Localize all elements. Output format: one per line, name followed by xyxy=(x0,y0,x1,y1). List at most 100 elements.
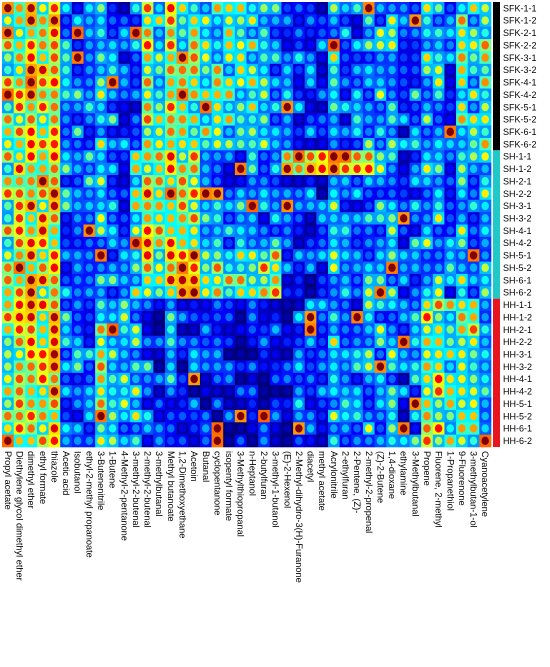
heatmap-peak xyxy=(446,313,454,322)
heatmap-peak xyxy=(423,387,431,396)
heatmap-peak xyxy=(27,3,35,13)
column-label: 3-methylbutanal xyxy=(154,451,164,516)
row-label: SH-4-2 xyxy=(503,238,532,248)
row-label: SFK-3-2 xyxy=(503,65,537,75)
heatmap-peak xyxy=(50,362,59,371)
heatmap-peak xyxy=(458,374,466,384)
heatmap-peak xyxy=(481,263,489,272)
heatmap-peak xyxy=(50,3,59,13)
heatmap-peak xyxy=(50,288,59,297)
heatmap-peak xyxy=(306,16,315,25)
heatmap-peak xyxy=(132,201,140,211)
heatmap-peak xyxy=(155,387,163,396)
heatmap-peak xyxy=(353,90,361,99)
row-label: SH-5-2 xyxy=(503,263,532,273)
heatmap-peak xyxy=(167,288,175,297)
heatmap-peak xyxy=(73,78,82,87)
heatmap-peak xyxy=(341,350,350,359)
heatmap-peak xyxy=(85,251,94,260)
heatmap-peak xyxy=(341,251,350,260)
heatmap-peak xyxy=(120,251,128,260)
heatmap-peak xyxy=(434,424,443,433)
heatmap-peak xyxy=(283,115,291,124)
heatmap-peak xyxy=(132,214,140,223)
heatmap-peak xyxy=(248,251,257,260)
heatmap-peak xyxy=(132,16,140,25)
heatmap-peak xyxy=(458,362,466,371)
heatmap-peak xyxy=(97,115,105,124)
heatmap-peak xyxy=(213,362,222,371)
heatmap-peak xyxy=(458,90,466,99)
heatmap-peak xyxy=(434,65,443,75)
heatmap-peak xyxy=(260,177,268,186)
heatmap-peak xyxy=(108,263,117,272)
heatmap-peak xyxy=(446,411,454,421)
heatmap-peak xyxy=(39,325,47,334)
column-label: 3-Butenenitrile xyxy=(96,451,106,510)
heatmap-peak xyxy=(318,350,326,359)
heatmap-peak xyxy=(306,41,315,50)
heatmap-peak xyxy=(108,41,117,50)
heatmap-peak xyxy=(108,214,117,223)
row-label: HH-5-2 xyxy=(503,411,532,421)
heatmap-peak xyxy=(4,201,12,211)
row-label: SFK-2-1 xyxy=(503,28,537,38)
heatmap-peak xyxy=(143,411,152,421)
heatmap-peak xyxy=(353,374,361,384)
heatmap-peak xyxy=(295,139,303,149)
heatmap-peak xyxy=(271,65,280,75)
heatmap-peak xyxy=(248,337,257,347)
heatmap-peak xyxy=(248,164,257,174)
heatmap-peak xyxy=(178,350,187,359)
heatmap-peak xyxy=(330,436,338,446)
heatmap-peak xyxy=(27,275,35,285)
heatmap-peak xyxy=(85,65,94,75)
heatmap-peak xyxy=(167,115,175,124)
heatmap-peak xyxy=(330,115,338,124)
heatmap-peak xyxy=(330,78,338,87)
heatmap-peak xyxy=(50,127,59,136)
heatmap-peak xyxy=(283,139,291,149)
heatmap-peak xyxy=(108,300,117,310)
heatmap-peak xyxy=(423,139,431,149)
heatmap-peak xyxy=(97,152,105,161)
heatmap-peak xyxy=(202,288,210,297)
heatmap-peak xyxy=(306,139,315,149)
heatmap-peak xyxy=(434,325,443,334)
heatmap-peak xyxy=(283,53,291,62)
heatmap-peak xyxy=(108,139,117,149)
heatmap-peak xyxy=(97,189,105,198)
heatmap-peak xyxy=(306,65,315,75)
heatmap-peak xyxy=(225,226,233,235)
heatmap-peak xyxy=(39,424,47,433)
heatmap-peak xyxy=(376,78,385,87)
heatmap-peak xyxy=(423,399,431,408)
heatmap-peak xyxy=(399,139,408,149)
heatmap-peak xyxy=(62,238,70,248)
column-label: Acetoin xyxy=(189,451,199,482)
heatmap-peak xyxy=(62,288,70,297)
heatmap-peak xyxy=(120,436,128,446)
heatmap-peak xyxy=(225,411,233,421)
heatmap-peak xyxy=(97,288,105,297)
heatmap-peak xyxy=(27,313,35,322)
heatmap-peak xyxy=(15,350,24,359)
heatmap-peak xyxy=(458,238,466,248)
heatmap-peak xyxy=(411,41,420,50)
heatmap-peak xyxy=(27,424,35,433)
heatmap-peak xyxy=(50,28,59,38)
heatmap-peak xyxy=(97,65,105,75)
heatmap-peak xyxy=(155,102,163,112)
heatmap-peak xyxy=(143,436,152,446)
heatmap-peak xyxy=(132,189,140,198)
heatmap-peak xyxy=(434,362,443,371)
heatmap-peak xyxy=(108,164,117,174)
heatmap-peak xyxy=(178,251,187,260)
heatmap-peak xyxy=(178,313,187,322)
heatmap-peak xyxy=(376,65,385,75)
heatmap-peak xyxy=(27,362,35,371)
heatmap-peak xyxy=(469,115,478,124)
heatmap-peak xyxy=(469,28,478,38)
heatmap-peak xyxy=(190,90,198,99)
heatmap-peak xyxy=(85,275,94,285)
